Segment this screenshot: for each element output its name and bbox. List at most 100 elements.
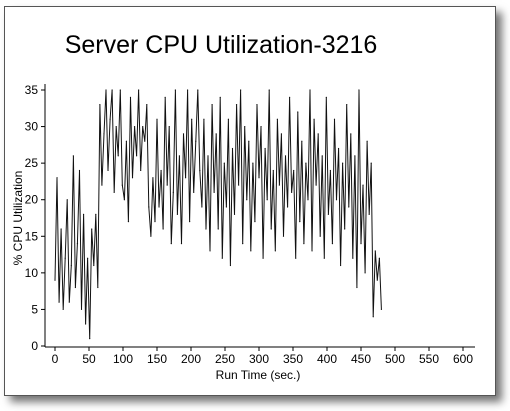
data-point: [176, 213, 178, 215]
x-tick-label: 150: [147, 352, 167, 366]
data-point: [184, 177, 187, 179]
data-point: [158, 206, 160, 208]
data-point: [201, 206, 203, 208]
data-point: [156, 118, 158, 120]
chart-title: Server CPU Utilization-3216: [65, 31, 378, 59]
data-point: [319, 235, 321, 237]
series-line: [54, 89, 382, 339]
data-point: [68, 301, 70, 303]
data-point: [380, 308, 382, 311]
data-point: [333, 118, 336, 120]
data-point: [195, 140, 197, 142]
data-point: [197, 89, 199, 91]
data-point: [286, 206, 289, 208]
data-point: [376, 279, 378, 281]
data-point: [340, 264, 342, 267]
y-tick-label: 10: [25, 266, 39, 280]
data-point: [311, 250, 313, 252]
data-point: [93, 264, 95, 267]
data-point: [193, 191, 195, 193]
data-point: [342, 162, 344, 164]
data-point: [350, 133, 352, 135]
data-point: [115, 125, 117, 128]
x-axis-label: Run Time (sec.): [216, 368, 301, 382]
data-point: [378, 257, 380, 259]
series-group: [54, 89, 382, 340]
data-point: [305, 162, 307, 164]
data-point: [74, 286, 76, 289]
data-point: [297, 111, 299, 113]
y-tick-label: 0: [31, 339, 38, 353]
data-point: [174, 89, 176, 91]
data-point: [258, 177, 260, 179]
data-point: [301, 140, 303, 142]
data-point: [160, 169, 162, 172]
data-point: [344, 228, 346, 230]
data-point: [227, 118, 229, 120]
data-point: [131, 177, 134, 179]
x-tick-label: 0: [52, 352, 59, 366]
x-tick-label: 450: [351, 352, 371, 366]
data-point: [187, 89, 189, 91]
data-point: [360, 243, 362, 245]
data-point: [327, 213, 329, 215]
data-point: [107, 169, 109, 172]
data-point: [244, 125, 246, 128]
data-point: [150, 235, 152, 237]
data-point: [164, 96, 166, 98]
data-point: [250, 250, 252, 252]
data-point: [136, 155, 138, 157]
data-point: [352, 257, 354, 259]
y-tick-label: 25: [25, 156, 39, 170]
data-point: [278, 184, 280, 186]
data-point: [313, 118, 315, 120]
data-point: [189, 221, 191, 223]
x-tick-label: 200: [181, 352, 201, 366]
data-point: [62, 308, 64, 311]
data-point: [235, 104, 238, 106]
data-point: [372, 316, 374, 318]
data-point: [89, 338, 91, 340]
data-point: [180, 243, 183, 245]
data-point: [358, 89, 360, 91]
data-point: [225, 206, 227, 208]
data-point: [182, 133, 185, 135]
data-point: [66, 199, 68, 201]
data-point: [219, 96, 221, 98]
data-point: [109, 118, 111, 120]
data-point: [252, 162, 254, 164]
data-point: [246, 199, 248, 201]
data-point: [221, 257, 223, 259]
data-point: [256, 104, 258, 106]
data-point: [76, 243, 79, 245]
data-point: [238, 184, 240, 186]
data-point: [266, 199, 268, 201]
data-point: [142, 125, 144, 128]
data-point: [78, 169, 81, 172]
data-point: [119, 89, 121, 91]
data-point: [72, 155, 74, 157]
data-point: [162, 228, 164, 230]
data-point: [264, 147, 266, 150]
data-point: [262, 257, 264, 259]
data-point: [303, 243, 305, 245]
data-point: [346, 104, 348, 106]
data-point: [70, 264, 72, 267]
data-point: [103, 133, 105, 135]
data-point: [280, 133, 283, 135]
x-tick-label: 550: [419, 352, 439, 366]
data-point: [58, 301, 60, 303]
data-point: [317, 133, 319, 135]
data-point: [148, 206, 150, 208]
data-point: [368, 213, 370, 215]
data-point: [284, 155, 287, 157]
axes: [44, 84, 475, 348]
data-point: [276, 118, 278, 120]
data-point: [101, 184, 103, 186]
data-point: [248, 140, 250, 142]
data-point: [117, 155, 119, 157]
x-tick-label: 300: [249, 352, 269, 366]
data-point: [199, 169, 201, 172]
